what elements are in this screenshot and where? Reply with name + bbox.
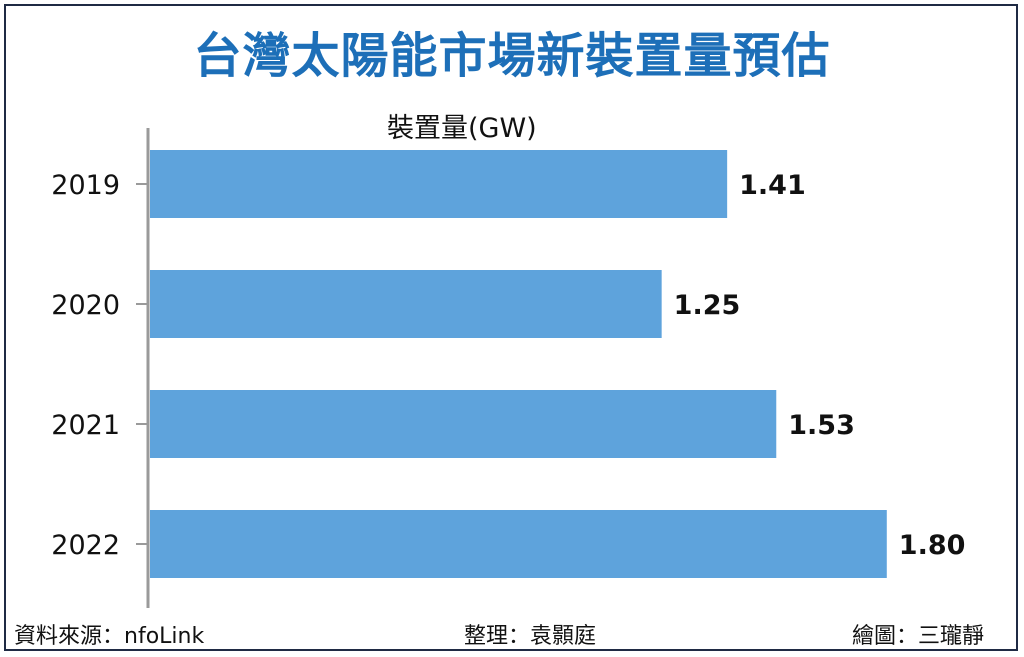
bar-2021: [150, 390, 777, 458]
bar-2020: [150, 270, 662, 338]
bar-2019: [150, 150, 728, 218]
data-label: 1.41: [739, 170, 806, 201]
source-note: 資料來源：nfoLink: [14, 624, 205, 649]
editor-credit: 整理：袁顥庭: [464, 624, 597, 649]
category-tick-label: 2020: [51, 290, 120, 321]
data-label: 1.53: [788, 410, 855, 441]
drawer-credit: 繪圖：三瓏靜: [852, 624, 985, 649]
bar-2022: [150, 510, 887, 578]
data-label: 1.25: [674, 290, 741, 321]
data-label: 1.80: [899, 530, 966, 561]
category-tick-label: 2021: [51, 410, 120, 441]
value-axis-label: 裝置量(GW): [387, 113, 537, 144]
category-tick-label: 2019: [51, 170, 120, 201]
chart-title: 台灣太陽能市場新裝置量預估: [193, 28, 831, 84]
category-tick-label: 2022: [51, 530, 120, 561]
